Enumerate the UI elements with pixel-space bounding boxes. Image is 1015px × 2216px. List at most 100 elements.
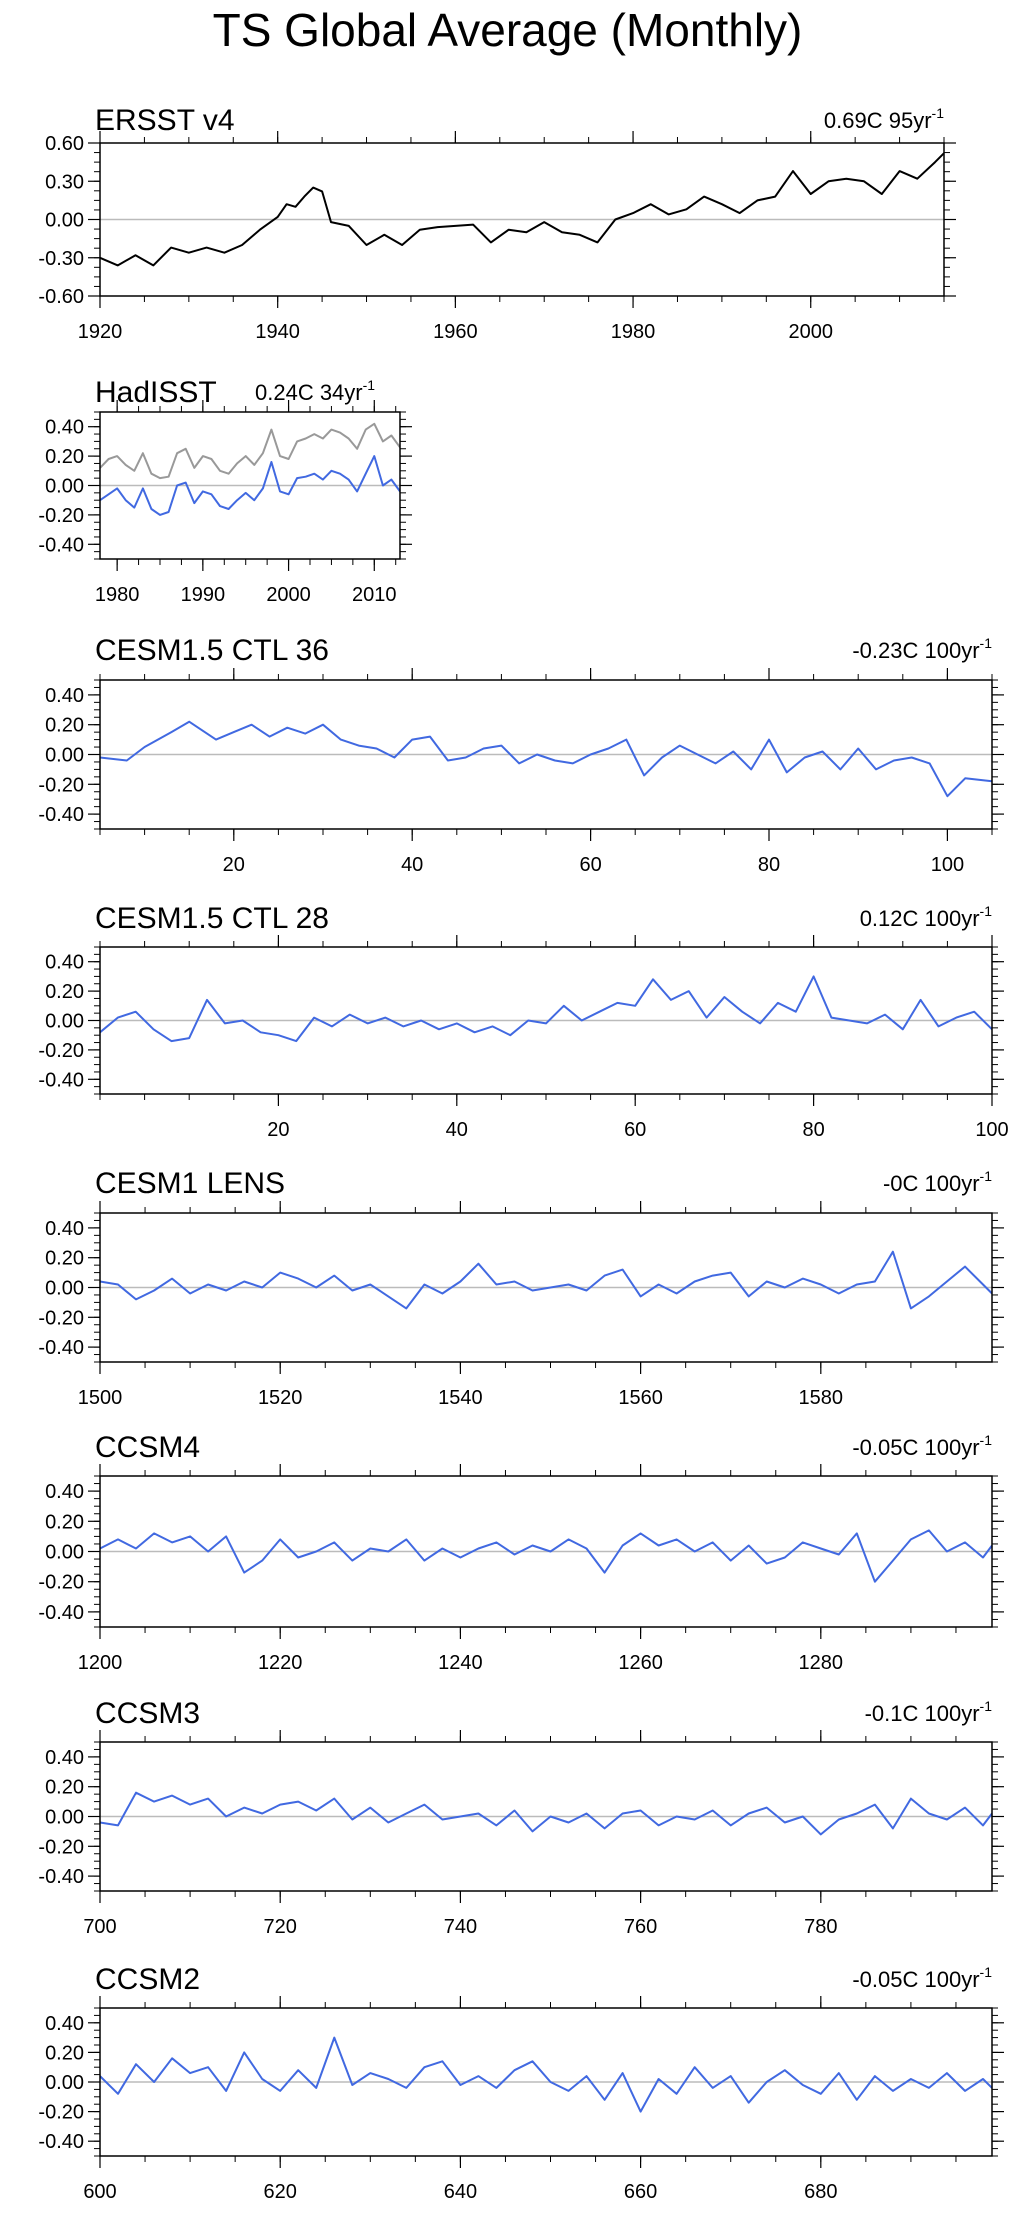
y-tick-label: 0.40 xyxy=(45,1481,84,1503)
series-line-hadisst-raw xyxy=(99,422,401,480)
trend-exponent: -1 xyxy=(363,377,376,393)
y-tick-label: -0.30 xyxy=(38,248,84,270)
y-tick-label: 0.40 xyxy=(45,685,84,707)
trend-value: 0.24C 34yr xyxy=(255,380,363,405)
trend-value: 0.69C 95yr xyxy=(824,108,932,133)
y-tick-label: 0.40 xyxy=(45,1218,84,1240)
trend-exponent: -1 xyxy=(932,105,945,121)
x-tick-label: 60 xyxy=(624,1119,646,1141)
x-tick-label: 740 xyxy=(444,1916,477,1938)
y-tick-label: 0.20 xyxy=(45,715,84,737)
y-tick-label: 0.20 xyxy=(45,446,84,468)
trend-value: -0.1C 100yr xyxy=(865,1701,980,1726)
x-tick-label: 20 xyxy=(223,854,245,876)
x-tick-label: 1280 xyxy=(799,1652,844,1674)
panel-4: -0.40 -0.20 0.00 0.20 0.40 1500 1520 1540 1560 15… xyxy=(38,1167,1004,1409)
x-tick-label: 1500 xyxy=(78,1387,123,1409)
page-title: TS Global Average (Monthly) xyxy=(212,4,803,56)
x-tick-label: 1980 xyxy=(611,321,656,343)
y-tick-label: 0.40 xyxy=(45,1747,84,1769)
x-tick-label: 100 xyxy=(931,854,964,876)
y-tick-label: 0.60 xyxy=(45,133,84,155)
panel-3: -0.40 -0.20 0.00 0.20 0.40 20 40 60 80 100 CESM1.5… xyxy=(38,902,1008,1141)
x-tick-label: 40 xyxy=(446,1119,468,1141)
y-tick-label: 0.00 xyxy=(45,2072,84,2094)
y-tick-label: 0.40 xyxy=(45,952,84,974)
x-tick-label: 1990 xyxy=(181,584,226,606)
x-tick-label: 1960 xyxy=(433,321,478,343)
x-tick-label: 680 xyxy=(804,2181,837,2203)
panel-2: -0.40 -0.20 0.00 0.20 0.40 20 40 60 80 100 CESM1.5… xyxy=(38,634,1004,876)
y-tick-label: -0.20 xyxy=(38,2102,84,2124)
x-tick-label: 2000 xyxy=(266,584,311,606)
y-tick-label: 0.00 xyxy=(45,1542,84,1564)
x-tick-label: 1260 xyxy=(618,1652,663,1674)
trend-exponent: -1 xyxy=(980,1432,993,1448)
series-line-ersst-v4 xyxy=(99,152,945,267)
y-tick-label: -0.20 xyxy=(38,1836,84,1858)
series-line-ccsm4 xyxy=(99,1529,993,1583)
panel-title: CESM1.5 CTL 36 xyxy=(95,634,329,667)
trend-value: -0.23C 100yr xyxy=(852,638,979,663)
panel-title: ERSST v4 xyxy=(95,104,235,137)
x-tick-label: 620 xyxy=(264,2181,297,2203)
x-tick-label: 80 xyxy=(802,1119,824,1141)
panel-title: CESM1.5 CTL 28 xyxy=(95,902,329,935)
y-tick-label: 0.30 xyxy=(45,171,84,193)
series-line-ccsm2 xyxy=(99,2036,993,2113)
x-tick-label: 1560 xyxy=(618,1387,663,1409)
series-line-cesm1-5-ctl-28 xyxy=(99,975,993,1043)
panel-6: -0.40 -0.20 0.00 0.20 0.40 700 720 740 760 780 CCS… xyxy=(38,1697,1004,1938)
y-tick-label: -0.20 xyxy=(38,505,84,527)
y-tick-label: -0.40 xyxy=(38,804,84,826)
trend-label: -0.1C 100yr-1 xyxy=(865,1698,993,1726)
x-tick-label: 1920 xyxy=(78,321,123,343)
y-tick-label: -0.20 xyxy=(38,774,84,796)
panel-7: -0.40 -0.20 0.00 0.20 0.40 600 620 640 660 680 CCS… xyxy=(38,1963,1004,2203)
x-tick-label: 1540 xyxy=(438,1387,483,1409)
y-tick-label: -0.20 xyxy=(38,1307,84,1329)
x-tick-label: 600 xyxy=(83,2181,116,2203)
y-tick-label: 0.40 xyxy=(45,417,84,439)
trend-label: -0.05C 100yr-1 xyxy=(852,1432,992,1460)
trend-exponent: -1 xyxy=(980,903,993,919)
x-tick-label: 80 xyxy=(758,854,780,876)
panel-title: CCSM3 xyxy=(95,1697,200,1730)
y-tick-label: 0.00 xyxy=(45,210,84,232)
x-tick-label: 780 xyxy=(804,1916,837,1938)
trend-exponent: -1 xyxy=(980,1698,993,1714)
y-tick-label: 0.00 xyxy=(45,476,84,498)
trend-label: -0C 100yr-1 xyxy=(883,1168,992,1196)
trend-exponent: -1 xyxy=(980,635,993,651)
trend-exponent: -1 xyxy=(980,1964,993,1980)
x-tick-label: 720 xyxy=(264,1916,297,1938)
x-tick-label: 660 xyxy=(624,2181,657,2203)
y-tick-label: -0.60 xyxy=(38,286,84,308)
series-line-hadisst-detrended xyxy=(99,455,401,516)
x-tick-label: 20 xyxy=(267,1119,289,1141)
x-tick-label: 1200 xyxy=(78,1652,123,1674)
x-tick-label: 640 xyxy=(444,2181,477,2203)
y-tick-label: -0.40 xyxy=(38,1866,84,1888)
panel-title: CCSM4 xyxy=(95,1431,200,1464)
x-tick-label: 1240 xyxy=(438,1652,483,1674)
x-tick-label: 2000 xyxy=(788,321,833,343)
panel-title: CCSM2 xyxy=(95,1963,200,1996)
trend-value: -0.05C 100yr xyxy=(852,1967,979,1992)
x-tick-label: 1980 xyxy=(95,584,140,606)
x-tick-label: 100 xyxy=(975,1119,1008,1141)
panel-title: CESM1 LENS xyxy=(95,1167,285,1200)
y-tick-label: 0.40 xyxy=(45,2013,84,2035)
x-tick-label: 2010 xyxy=(352,584,397,606)
trend-value: -0C 100yr xyxy=(883,1171,980,1196)
y-tick-label: -0.40 xyxy=(38,1602,84,1624)
series-line-cesm1-lens xyxy=(99,1250,993,1310)
x-tick-label: 40 xyxy=(401,854,423,876)
trend-label: 0.24C 34yr-1 xyxy=(255,377,375,405)
panel-0: -0.60 -0.30 0.00 0.30 0.60 1920 1940 1960 1980 20… xyxy=(38,104,956,343)
y-tick-label: 0.20 xyxy=(45,1511,84,1533)
y-tick-label: -0.40 xyxy=(38,1337,84,1359)
y-tick-label: 0.00 xyxy=(45,745,84,767)
x-tick-label: 1580 xyxy=(799,1387,844,1409)
trend-exponent: -1 xyxy=(980,1168,993,1184)
